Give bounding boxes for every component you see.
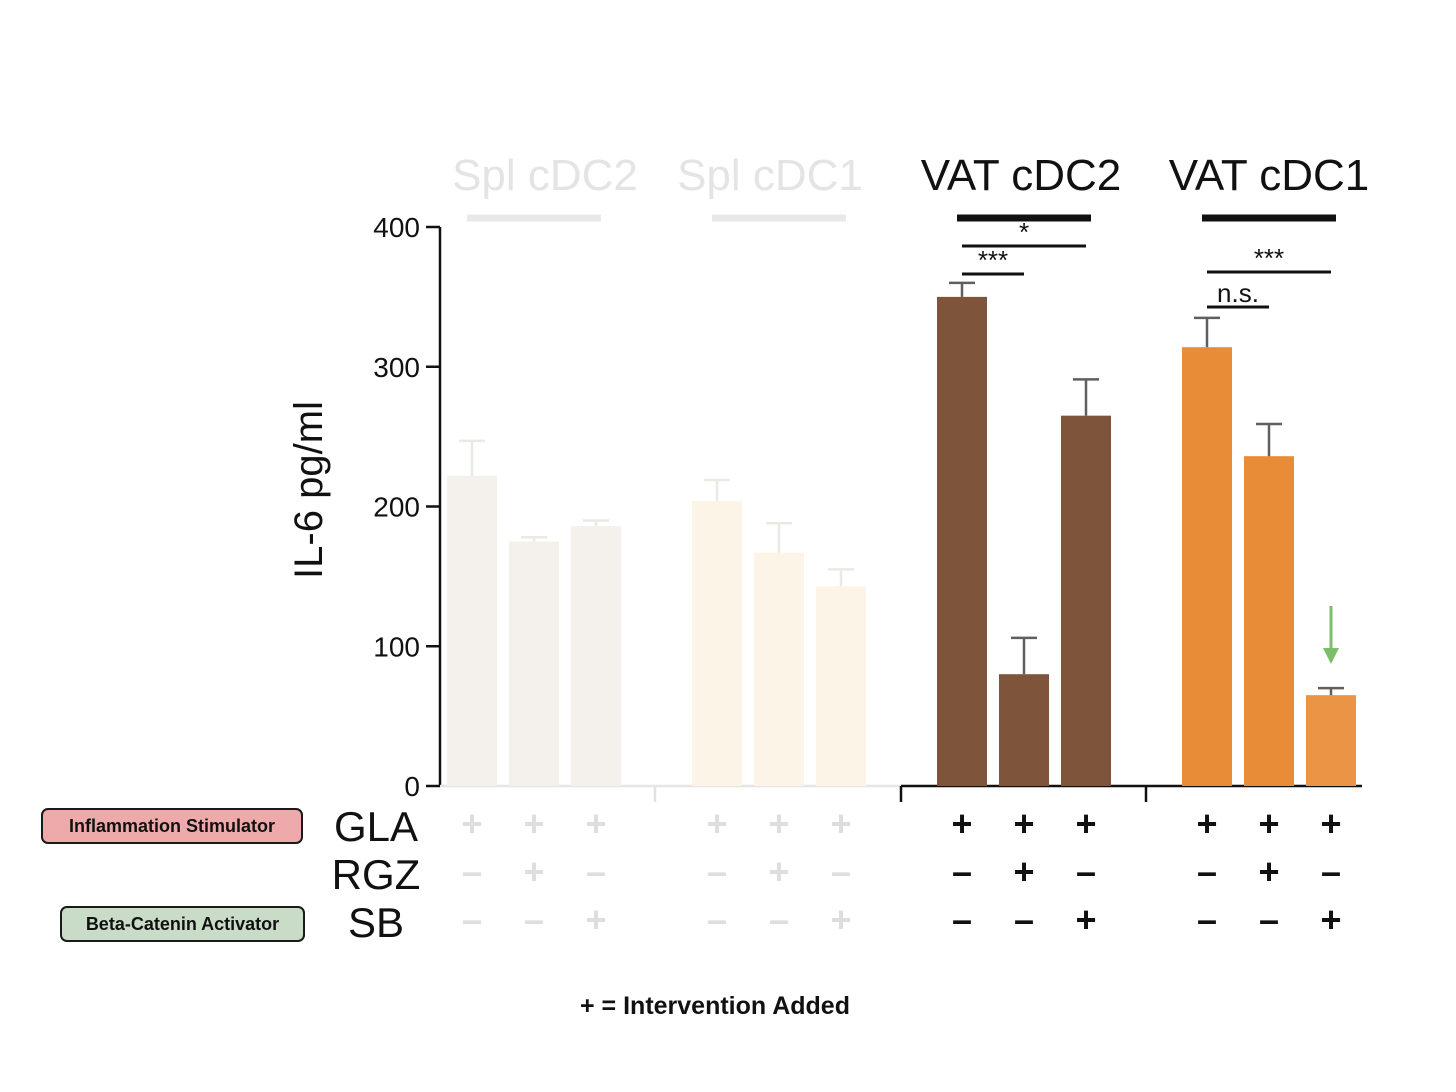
significance-label: *** — [1254, 243, 1284, 273]
bar — [754, 552, 804, 786]
arrow-icon-head — [1323, 648, 1339, 664]
condition-mark: + — [1013, 803, 1034, 844]
group-title: VAT cDC1 — [1169, 151, 1370, 200]
bar — [571, 526, 621, 786]
condition-mark: – — [524, 899, 544, 940]
condition-mark: + — [461, 803, 482, 844]
condition-mark: – — [952, 851, 972, 892]
legend-beta-catenin-activator: Beta-Catenin Activator — [60, 906, 305, 942]
condition-mark: + — [1320, 803, 1341, 844]
bar — [1182, 347, 1232, 786]
condition-mark: – — [1197, 851, 1217, 892]
condition-mark: + — [585, 803, 606, 844]
condition-mark: – — [1014, 899, 1034, 940]
condition-mark: + — [706, 803, 727, 844]
significance-label: n.s. — [1217, 278, 1259, 308]
condition-mark: + — [830, 899, 851, 940]
footnote: + = Intervention Added — [580, 992, 850, 1020]
bar — [692, 500, 742, 786]
bar — [1061, 415, 1111, 786]
condition-mark: – — [1321, 851, 1341, 892]
condition-mark: – — [952, 899, 972, 940]
condition-mark: – — [462, 851, 482, 892]
group-title: VAT cDC2 — [921, 151, 1122, 200]
condition-mark: + — [523, 851, 544, 892]
condition-mark: – — [831, 851, 851, 892]
condition-mark: + — [951, 803, 972, 844]
condition-mark: + — [1320, 899, 1341, 940]
condition-mark: + — [768, 851, 789, 892]
condition-mark: + — [585, 899, 606, 940]
y-tick-label-300: 300 — [373, 352, 420, 383]
legend-inflammation-stimulator: Inflammation Stimulator — [41, 808, 303, 844]
condition-mark: – — [707, 851, 727, 892]
condition-mark: + — [768, 803, 789, 844]
condition-mark: – — [707, 899, 727, 940]
condition-label-sb: SB — [348, 899, 404, 946]
bar — [1306, 695, 1356, 786]
bar — [1244, 456, 1294, 786]
y-tick-label-0: 0 — [404, 771, 420, 802]
bar — [816, 586, 866, 786]
condition-mark: – — [1076, 851, 1096, 892]
condition-mark: – — [462, 899, 482, 940]
condition-mark: + — [830, 803, 851, 844]
condition-mark: – — [769, 899, 789, 940]
group-title: Spl cDC2 — [452, 151, 638, 200]
condition-mark: – — [586, 851, 606, 892]
bar — [999, 674, 1049, 786]
condition-mark: + — [1075, 899, 1096, 940]
y-tick-label-400: 400 — [373, 212, 420, 243]
condition-label-rgz: RGZ — [332, 851, 421, 898]
significance-label: * — [1019, 217, 1029, 247]
condition-mark: + — [1075, 803, 1096, 844]
condition-mark: + — [523, 803, 544, 844]
condition-mark: – — [1259, 899, 1279, 940]
condition-mark: – — [1197, 899, 1217, 940]
y-axis-label: IL-6 pg/ml — [287, 401, 331, 579]
bar — [937, 296, 987, 786]
condition-mark: + — [1196, 803, 1217, 844]
bar — [509, 541, 559, 786]
condition-label-gla: GLA — [334, 803, 418, 850]
bar — [447, 475, 497, 786]
condition-mark: + — [1258, 851, 1279, 892]
y-tick-label-200: 200 — [373, 492, 420, 523]
condition-mark: + — [1013, 851, 1034, 892]
y-tick-label-100: 100 — [373, 631, 420, 662]
group-title: Spl cDC1 — [677, 151, 863, 200]
significance-label: *** — [978, 245, 1008, 275]
condition-mark: + — [1258, 803, 1279, 844]
